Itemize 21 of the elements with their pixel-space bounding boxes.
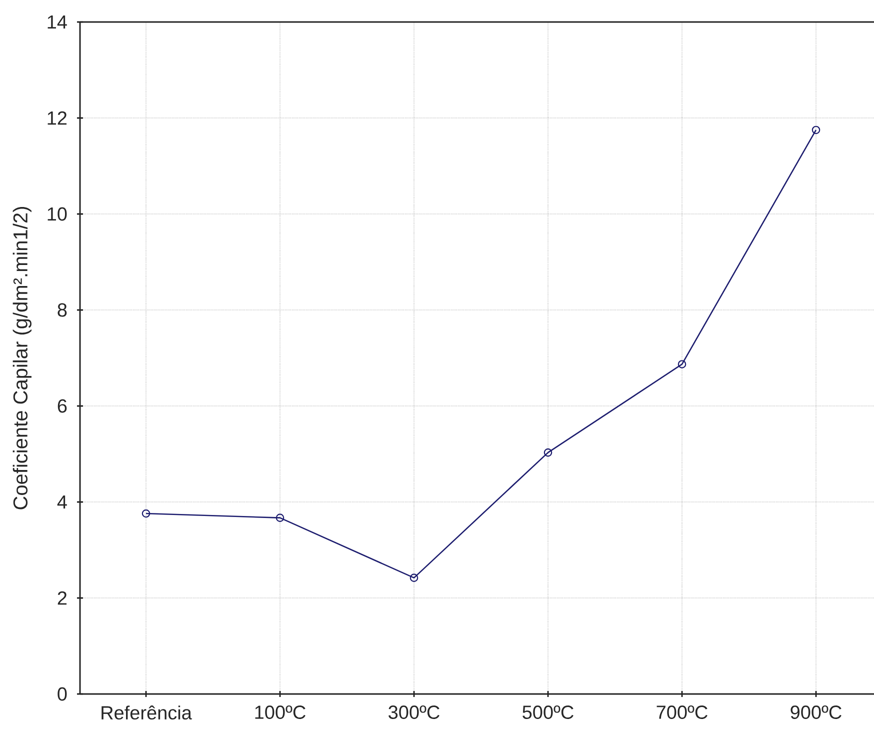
y-tick-label: 6	[58, 399, 67, 413]
y-tick-label: 10	[48, 207, 67, 221]
x-tick-label: 900ºC	[790, 706, 842, 719]
y-tick-label: 12	[48, 111, 67, 125]
y-tick-label: 0	[58, 687, 67, 701]
x-tick-label: 100ºC	[255, 706, 306, 719]
y-tick-label: 2	[58, 591, 67, 605]
point	[142, 509, 150, 518]
y-axis-title: Coeficiente Capilar (g/dm².min1/2)	[12, 207, 32, 510]
point	[678, 360, 686, 368]
point	[812, 126, 820, 134]
x-tick-label: 700ºC	[656, 706, 708, 719]
y-tick-label: 8	[58, 303, 67, 317]
x-tick-label: 500ºC	[522, 706, 574, 719]
x-tick-label: Referência	[102, 706, 192, 720]
x-tick-label: 300ºC	[388, 706, 440, 719]
point	[410, 574, 418, 582]
y-tick-label: 14	[48, 15, 67, 29]
point	[276, 514, 284, 522]
y-tick-label: 4	[57, 495, 67, 509]
point	[544, 448, 552, 457]
